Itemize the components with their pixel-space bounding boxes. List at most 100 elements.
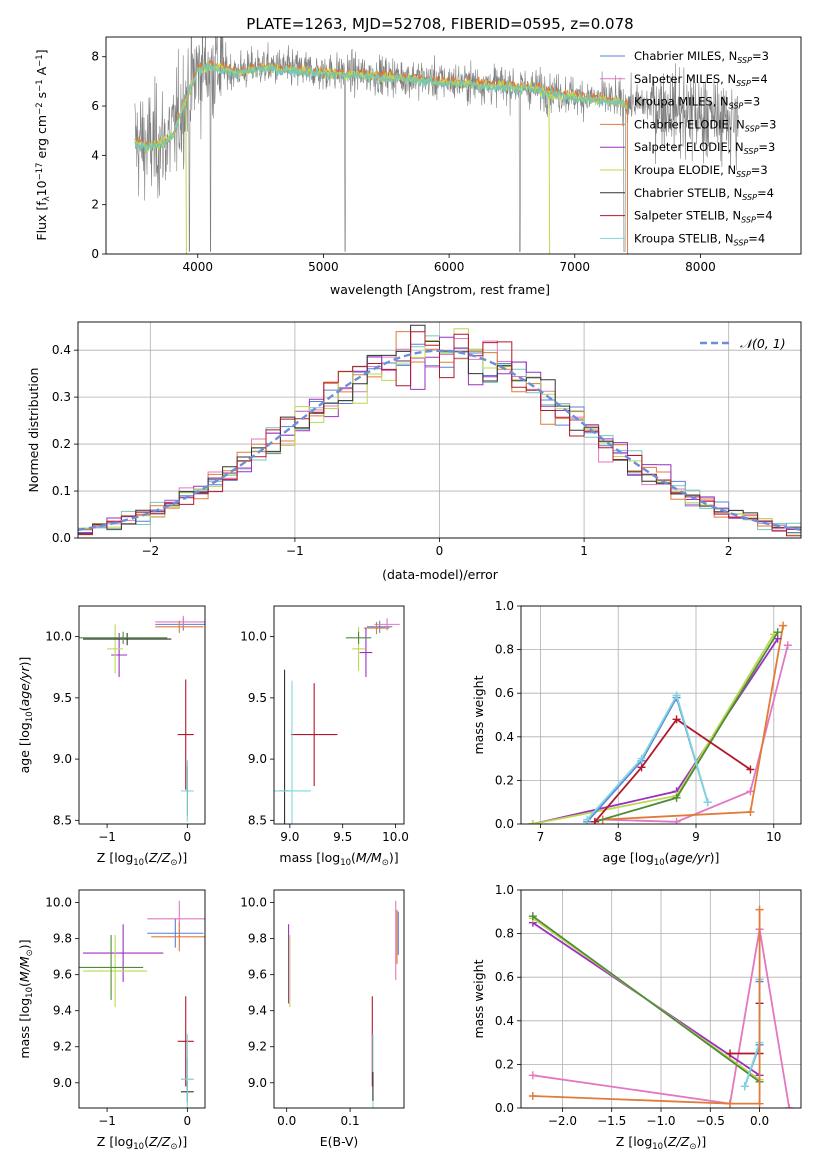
age-vs-metallicity-panel: −1 08.59.09.510.0Z [log10(Z/Z⊙)]age [log1… <box>17 605 206 868</box>
label-part: 10 <box>133 1142 144 1152</box>
y-tick-label: 4 <box>91 148 99 162</box>
weight-point-marker <box>672 691 681 700</box>
x-tick-label: 4000 <box>182 260 213 274</box>
label-part: ⊙ <box>382 858 389 868</box>
y-tick-label: 9.8 <box>53 932 72 946</box>
label-part: λ <box>42 196 52 201</box>
x-tick-label: −1.0 <box>646 1114 675 1128</box>
label-part: M/M <box>17 956 32 982</box>
label-part: 10 <box>340 858 351 868</box>
label-part: Z [log <box>97 1134 133 1149</box>
x-tick-label: 9.0 <box>280 830 299 844</box>
age-vs-mass-panel: 9.0 9.5 10.0 8.5 9.0 9.5 10.0 mass [log10(M/M⊙)… <box>240 605 409 868</box>
x-tick-label: −1 <box>286 544 304 558</box>
weight-series-line <box>532 638 779 824</box>
axes-frame <box>520 605 802 825</box>
y-tick-label: 10.0 <box>45 630 72 644</box>
weight-point-marker <box>528 1092 537 1101</box>
model-spectrum <box>134 59 628 151</box>
x-axis-label: wavelength [Angstrom, rest frame] <box>330 282 550 297</box>
y-tick-label: 9.4 <box>53 1004 72 1018</box>
label-part: 10 <box>34 180 49 196</box>
weight-series-line <box>532 915 761 1083</box>
weight-point-marker <box>746 765 755 774</box>
mass-vs-metallicity-panel: −1 09.09.29.49.69.810.0Z [log10(Z/Z⊙)]mas… <box>17 889 206 1152</box>
weight-point-marker <box>726 1099 735 1108</box>
label-part: )] <box>177 850 187 865</box>
axes-frame <box>78 889 206 1109</box>
y-tick-label: 8.5 <box>248 813 267 827</box>
y-tick-label: 0.0 <box>495 817 514 831</box>
weight-point-marker <box>755 1099 764 1108</box>
weight-point-marker <box>590 817 599 824</box>
y-tick-label: 9.0 <box>53 752 72 766</box>
label-part: 10 <box>652 1142 663 1152</box>
y-axis-label: mass [log10(M/M⊙)] <box>17 939 35 1058</box>
legend-label: Kroupa STELIB, NSSP=4 <box>634 231 765 247</box>
x-tick-label: −2 <box>141 544 159 558</box>
legend-label: Salpeter MILES, NSSP=4 <box>634 72 768 88</box>
x-tick-label: 6000 <box>434 260 465 274</box>
plot-area <box>134 37 739 254</box>
label-part: ( <box>17 982 32 987</box>
legend-label: Chabrier MILES, NSSP=3 <box>634 49 769 65</box>
legend-label: Salpeter ELODIE, NSSP=3 <box>634 140 775 156</box>
legend-text: Salpeter MILES, N <box>634 72 736 86</box>
label-part: −1 <box>35 79 45 92</box>
legend-sub: SSP <box>741 216 756 225</box>
x-axis-label: (data-model)/error <box>382 567 499 582</box>
y-tick-label: 0.2 <box>52 437 71 451</box>
label-part: 10 <box>25 711 35 722</box>
y-tick-label: 9.2 <box>248 1040 267 1054</box>
label-part: Z/Z <box>148 1134 171 1149</box>
label-part: Z/Z <box>148 850 171 865</box>
label-part: 10 <box>25 987 35 998</box>
y-tick-label: 8 <box>91 50 99 64</box>
weight-series-line <box>602 644 789 823</box>
label-part: age [log <box>603 850 654 865</box>
legend-text: Salpeter STELIB, N <box>634 209 741 223</box>
y-tick-label: 9.8 <box>248 932 267 946</box>
model-drop <box>548 93 551 254</box>
figure-title: PLATE=1263, MJD=52708, FIBERID=0595, z=0… <box>246 15 633 33</box>
y-axis-label: age [log10(age/yr)] <box>17 657 35 774</box>
label-part: erg cm <box>34 115 49 163</box>
label-part: )] <box>696 1134 706 1149</box>
x-tick-label: 0 <box>436 544 444 558</box>
label-part: −1 <box>35 54 45 67</box>
legend-label: Chabrier STELIB, NSSP=4 <box>634 186 774 202</box>
label-part: )] <box>710 850 720 865</box>
y-axis-label: Flux [fλ10−17 erg cm−2 s−1 A−1] <box>34 49 52 240</box>
y-tick-label: 0.2 <box>495 773 514 787</box>
plot-area <box>79 900 205 1108</box>
y-tick-label: 0.1 <box>52 484 71 498</box>
label-part: 10 <box>133 858 144 868</box>
legend-label: Kroupa ELODIE, NSSP=3 <box>634 163 768 179</box>
legend-suffix: =3 <box>743 95 760 109</box>
x-tick-label: −1 <box>98 1114 116 1128</box>
weight-point-marker <box>746 808 755 817</box>
label-part: ( <box>17 706 32 711</box>
y-tick-label: 9.0 <box>248 1076 267 1090</box>
y-tick-label: 2 <box>91 198 99 212</box>
x-tick-label: 9.5 <box>333 830 352 844</box>
y-tick-label: 9.6 <box>248 968 267 982</box>
legend-label: 𝒩(0, 1) <box>740 336 786 351</box>
axes-frame <box>105 36 802 255</box>
label-part: ⊙ <box>25 949 35 956</box>
label-part: ] <box>34 49 49 54</box>
y-tick-label: 0.0 <box>495 1101 514 1115</box>
legend-suffix: =4 <box>756 209 773 223</box>
y-tick-label: 0.8 <box>495 643 514 657</box>
legend-sub: SSP <box>729 102 744 111</box>
legend-suffix: =4 <box>757 186 774 200</box>
x-tick-label: 0 <box>184 1114 192 1128</box>
legend-text: Kroupa ELODIE, N <box>634 163 736 177</box>
axes-frame <box>273 889 405 1109</box>
legend-suffix: =4 <box>751 72 768 86</box>
weight-point-marker <box>703 798 712 807</box>
label-part: Z [log <box>97 850 133 865</box>
x-axis-label: Z [log10(Z/Z⊙)] <box>616 1134 706 1152</box>
weight-series-line <box>594 718 751 823</box>
legend-sub: SSP <box>736 79 751 88</box>
